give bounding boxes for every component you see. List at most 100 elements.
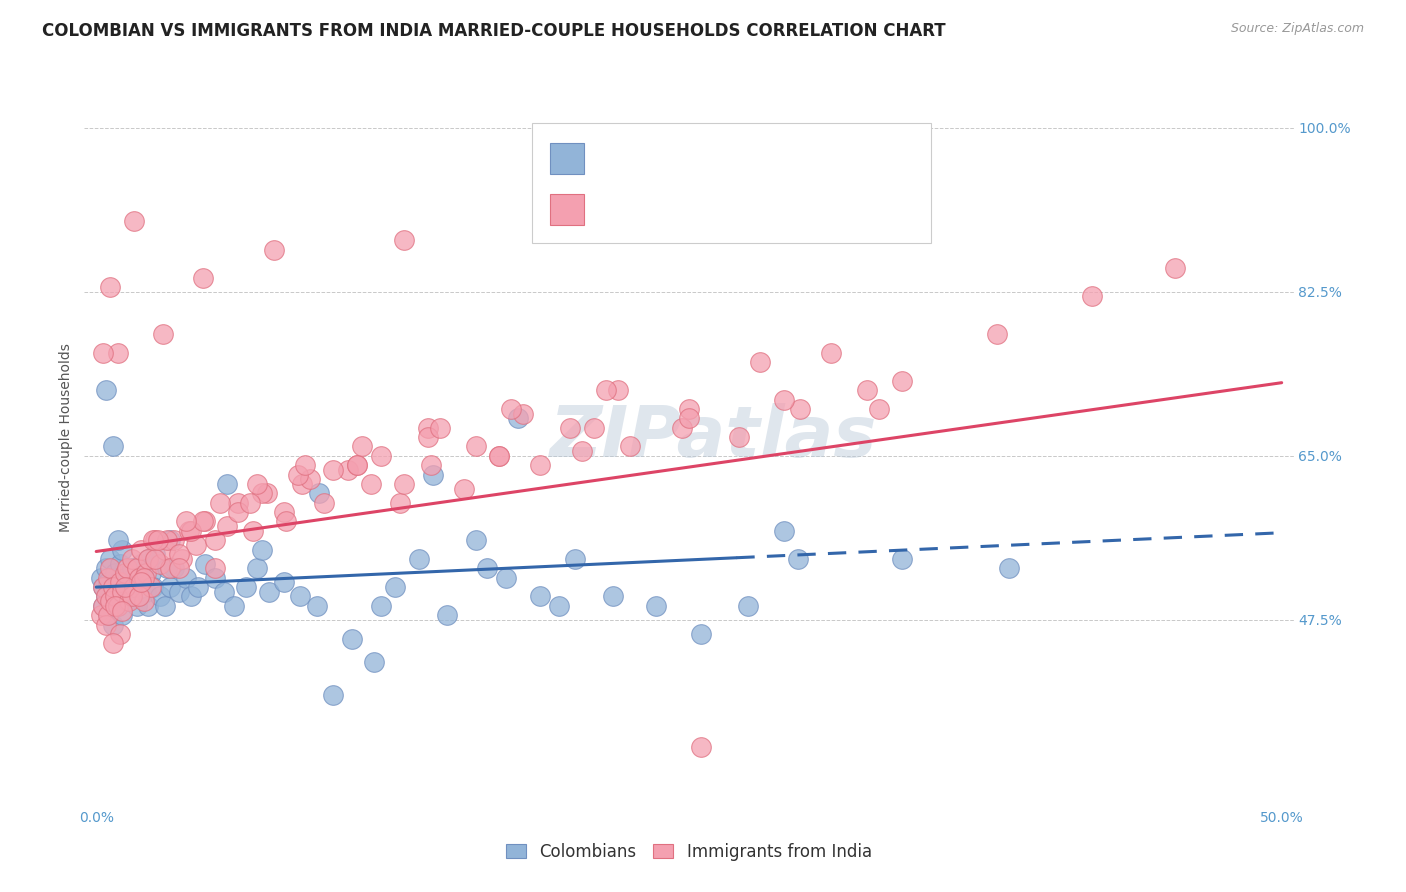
Point [388, 496, 411, 510]
Point [107, 345, 129, 359]
Point [177, 524, 200, 538]
Point [104, 590, 127, 604]
Point [529, 590, 551, 604]
Text: N =: N = [747, 196, 787, 214]
Point [122, 214, 145, 228]
Point [436, 608, 458, 623]
Point [138, 599, 160, 613]
Legend: Colombians, Immigrants from India: Colombians, Immigrants from India [499, 837, 879, 868]
Point [94, 617, 117, 632]
Point [101, 580, 124, 594]
Point [128, 575, 150, 590]
Point [370, 449, 392, 463]
Point [91, 345, 114, 359]
Point [488, 449, 510, 463]
Point [336, 463, 359, 477]
Point [156, 561, 179, 575]
Point [583, 420, 606, 434]
Point [170, 552, 193, 566]
Point [149, 590, 172, 604]
Point [97, 608, 120, 623]
Point [180, 590, 202, 604]
Point [125, 599, 148, 613]
Point [288, 590, 311, 604]
Point [571, 444, 593, 458]
Point [986, 326, 1008, 341]
Point [239, 496, 262, 510]
Point [129, 575, 152, 590]
Point [273, 505, 295, 519]
FancyBboxPatch shape [550, 194, 583, 225]
Point [121, 590, 143, 604]
Point [422, 467, 444, 482]
Text: 0.145: 0.145 [659, 145, 717, 163]
Point [91, 599, 114, 613]
Point [256, 486, 278, 500]
Point [204, 561, 226, 575]
Point [115, 594, 138, 608]
Point [100, 561, 122, 575]
Point [350, 440, 373, 454]
Point [114, 571, 136, 585]
Point [501, 401, 523, 416]
Point [153, 542, 176, 557]
Point [142, 533, 165, 548]
Point [111, 608, 134, 623]
Point [250, 486, 273, 500]
Point [418, 420, 440, 434]
Point [678, 411, 700, 425]
Point [104, 590, 127, 604]
Point [346, 458, 368, 473]
Point [194, 557, 217, 571]
Point [138, 552, 160, 566]
Point [107, 533, 129, 548]
Point [107, 575, 129, 590]
Point [419, 458, 441, 473]
Point [176, 571, 198, 585]
Point [94, 590, 117, 604]
Point [737, 599, 759, 613]
Point [100, 552, 122, 566]
Point [287, 467, 309, 482]
Point [100, 594, 122, 608]
Point [394, 233, 416, 247]
Point [291, 477, 314, 491]
Point [115, 561, 138, 575]
Point [111, 603, 134, 617]
Y-axis label: Married-couple Households: Married-couple Households [59, 343, 73, 532]
Point [108, 575, 131, 590]
Point [212, 584, 235, 599]
Point [228, 505, 250, 519]
Point [111, 542, 134, 557]
Point [129, 557, 152, 571]
Text: N =: N = [747, 145, 787, 163]
Point [772, 392, 794, 407]
Point [429, 420, 451, 434]
Point [246, 477, 269, 491]
Point [495, 571, 517, 585]
Point [194, 515, 217, 529]
Point [246, 561, 269, 575]
Point [595, 383, 617, 397]
Point [360, 477, 382, 491]
Point [191, 515, 214, 529]
Point [152, 326, 174, 341]
Text: Source: ZipAtlas.com: Source: ZipAtlas.com [1230, 22, 1364, 36]
Point [129, 542, 152, 557]
Point [308, 486, 330, 500]
Point [121, 552, 143, 566]
Point [145, 547, 167, 561]
Point [176, 515, 198, 529]
Text: 122: 122 [806, 196, 842, 214]
Point [107, 599, 129, 613]
Point [100, 280, 122, 294]
Point [370, 599, 392, 613]
Point [111, 584, 134, 599]
Point [104, 599, 127, 613]
Point [94, 590, 117, 604]
Point [215, 519, 238, 533]
Point [242, 524, 264, 538]
Point [159, 561, 181, 575]
Point [222, 599, 245, 613]
Point [204, 571, 226, 585]
